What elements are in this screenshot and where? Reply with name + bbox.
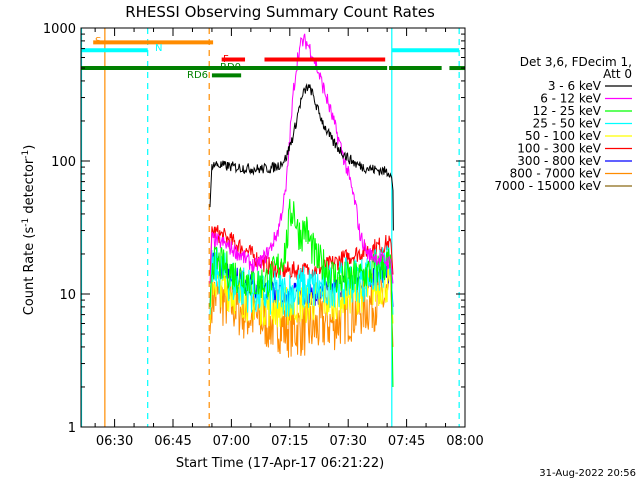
- y-axis-label-end: ): [22, 145, 37, 150]
- series-line-2: [209, 198, 394, 387]
- y-axis: 1 10 100 1000: [43, 22, 465, 436]
- x-tick-label-0: 06:30: [96, 434, 133, 449]
- legend-label-6: 300 - 800 keV: [517, 154, 601, 168]
- y-tick-label-0: 1: [68, 421, 76, 436]
- y-axis-label-sup-2: -1: [21, 150, 31, 159]
- status-bar-label-S: S: [95, 36, 101, 47]
- legend-label-5: 100 - 300 keV: [517, 142, 601, 156]
- legend-label-1: 6 - 12 keV: [540, 92, 602, 106]
- legend-label-3: 25 - 50 keV: [533, 117, 602, 131]
- legend-header-1: Att 0: [603, 67, 632, 81]
- x-tick-label-2: 07:00: [213, 434, 250, 449]
- x-tick-label-6: 08:00: [446, 434, 483, 449]
- series-line-0: [209, 82, 394, 231]
- footer-date: 31-Aug-2022 20:56: [539, 468, 636, 479]
- legend-header-0: Det 3,6, FDecim 1,: [520, 55, 632, 69]
- x-tick-label-1: 06:45: [154, 434, 191, 449]
- status-bar-label-N: N: [155, 43, 162, 54]
- legend-label-8: 7000 - 15000 keV: [494, 179, 601, 193]
- y-axis-label-main: Count Rate (s: [22, 227, 37, 316]
- legend-label-2: 12 - 25 keV: [533, 104, 602, 118]
- x-axis: 06:30 06:45 07:00 07:15 07:30 07:45 08:00: [94, 28, 484, 449]
- y-tick-label-3: 1000: [43, 22, 76, 37]
- y-axis-label-mid: detector: [22, 158, 37, 218]
- series-line-3: [209, 245, 394, 318]
- y-axis-label-sup-1: -1: [21, 218, 31, 227]
- x-tick-label-4: 07:30: [329, 434, 366, 449]
- x-tick-label-5: 07:45: [388, 434, 425, 449]
- legend-label-0: 3 - 6 keV: [548, 79, 602, 93]
- series-line-1: [209, 33, 394, 284]
- y-tick-label-2: 100: [51, 155, 76, 170]
- x-axis-label: Start Time (17-Apr-17 06:21:22): [176, 456, 384, 471]
- status-bar-label-F: F: [223, 54, 229, 65]
- legend-label-4: 50 - 100 keV: [525, 129, 602, 143]
- y-axis-label: Count Rate (s-1 detector-1): [21, 145, 37, 316]
- chart-title: RHESSI Observing Summary Count Rates: [125, 3, 435, 21]
- status-bar-label-RD6: RD6: [187, 70, 208, 81]
- x-tick-label-3: 07:15: [271, 434, 308, 449]
- y-tick-label-1: 10: [59, 288, 76, 303]
- status-bar-label-RD0: RD0: [220, 62, 241, 73]
- plot-frame: [80, 27, 466, 428]
- legend-label-7: 800 - 7000 keV: [510, 167, 602, 181]
